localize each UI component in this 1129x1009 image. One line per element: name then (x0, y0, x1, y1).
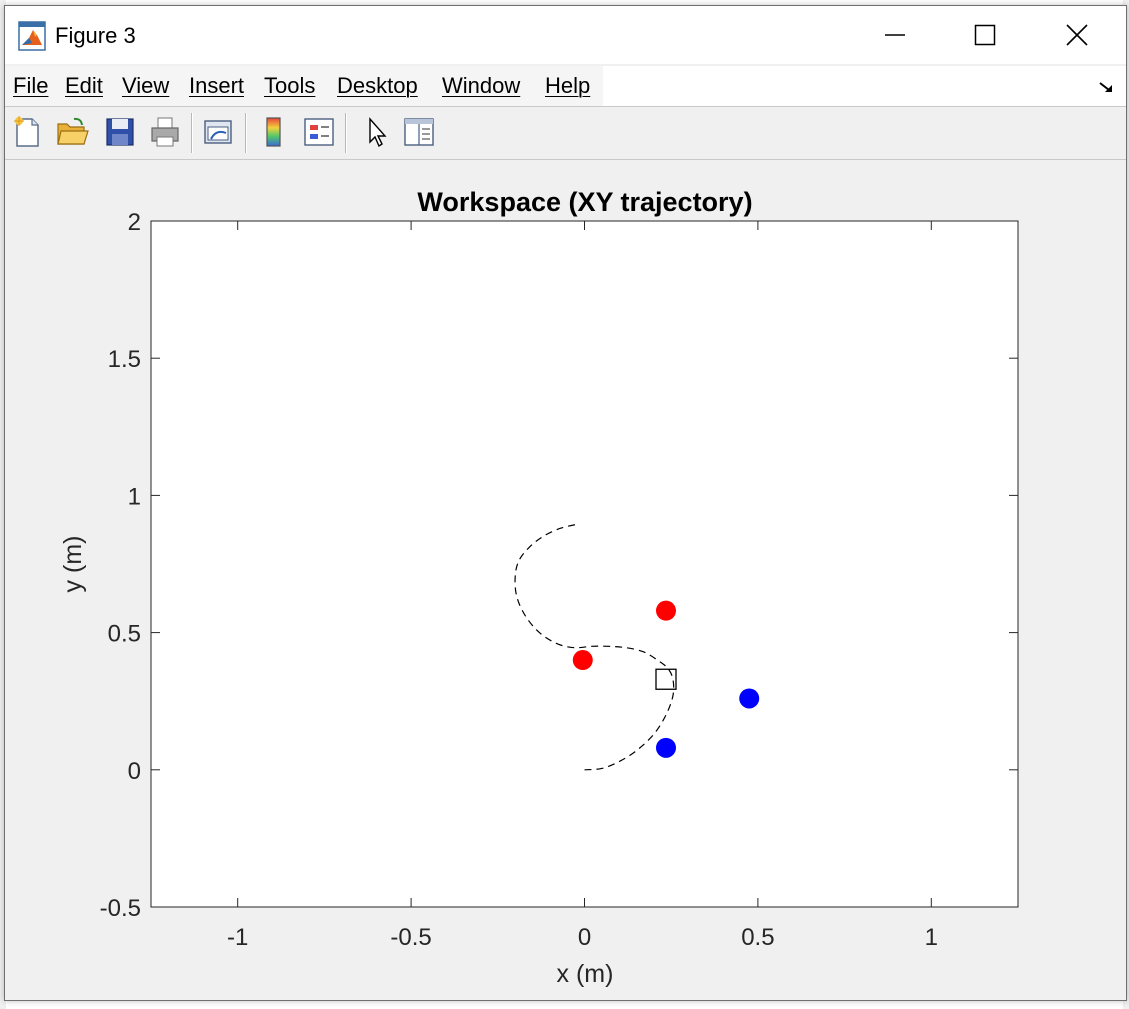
figure-toolbar (5, 106, 1126, 160)
toolbar-separator (245, 113, 247, 153)
minimize-button[interactable] (872, 14, 918, 56)
legend-icon[interactable] (302, 115, 336, 149)
x-tick-label: 0.5 (741, 924, 774, 951)
toolbar-separator (345, 113, 347, 153)
title-bar[interactable]: Figure 3 (5, 6, 1126, 64)
menu-desktop[interactable]: Desktop (337, 73, 418, 98)
menu-edit[interactable]: Edit (65, 73, 103, 98)
new-figure-icon[interactable] (11, 115, 45, 149)
figure-canvas: -1 -0.5 0 0.5 1 -0.5 0 0.5 1 1.5 2 Workspace (XY t… (59, 187, 1019, 988)
x-tick-label: -0.5 (390, 924, 431, 951)
y-tick-label: 0.5 (108, 621, 141, 648)
menu-tools[interactable]: Tools (264, 73, 316, 98)
red-point-marker (655, 600, 676, 621)
x-tick-label: -1 (227, 924, 248, 951)
colorbar-icon[interactable] (257, 115, 291, 149)
toolbar-separator (191, 113, 193, 153)
y-tick-label: 1 (128, 483, 141, 510)
menu-help[interactable]: Help (545, 73, 591, 98)
print-icon[interactable] (148, 115, 182, 149)
blue-point-marker (655, 737, 676, 758)
y-tick-label: -0.5 (100, 895, 141, 922)
chart-title: Workspace (XY trajectory) (417, 187, 752, 217)
blue-point-marker (739, 688, 760, 709)
menu-bar-background (5, 66, 603, 106)
menu-file[interactable]: File (13, 73, 49, 98)
x-tick-label: 0 (578, 924, 591, 951)
axes-box (150, 220, 1019, 908)
menu-view[interactable]: View (122, 73, 170, 98)
y-tick-label: 2 (128, 209, 141, 236)
trajectory-line (514, 523, 675, 771)
end-effector-marker (655, 668, 677, 690)
maximize-button[interactable] (962, 14, 1008, 56)
matlab-app-icon (18, 21, 46, 51)
y-tick-label: 0 (128, 758, 141, 785)
y-tick-label: 1.5 (108, 346, 141, 373)
menu-insert[interactable]: Insert (189, 73, 245, 98)
red-point-marker (572, 650, 593, 671)
edit-plot-icon[interactable] (359, 115, 393, 149)
menu-bar: File Edit View Insert Tools Desktop Wind… (5, 66, 1126, 106)
save-icon[interactable] (103, 115, 137, 149)
menu-window[interactable]: Window (442, 73, 521, 98)
open-file-icon[interactable] (55, 115, 89, 149)
figure-window: Figure 3 File Edit View Insert Tools Des… (4, 5, 1127, 1001)
background-edge-left (0, 0, 6, 1009)
dock-arrow-icon[interactable] (1098, 80, 1116, 96)
close-button[interactable] (1054, 14, 1100, 56)
x-tick-label: 1 (925, 924, 938, 951)
window-title: Figure 3 (55, 23, 136, 48)
property-editor-icon[interactable] (402, 115, 436, 149)
axes-background[interactable] (151, 221, 1018, 907)
link-plot-icon[interactable] (202, 115, 236, 149)
x-axis-label: x (m) (557, 960, 614, 988)
y-axis-label: y (m) (59, 536, 87, 593)
